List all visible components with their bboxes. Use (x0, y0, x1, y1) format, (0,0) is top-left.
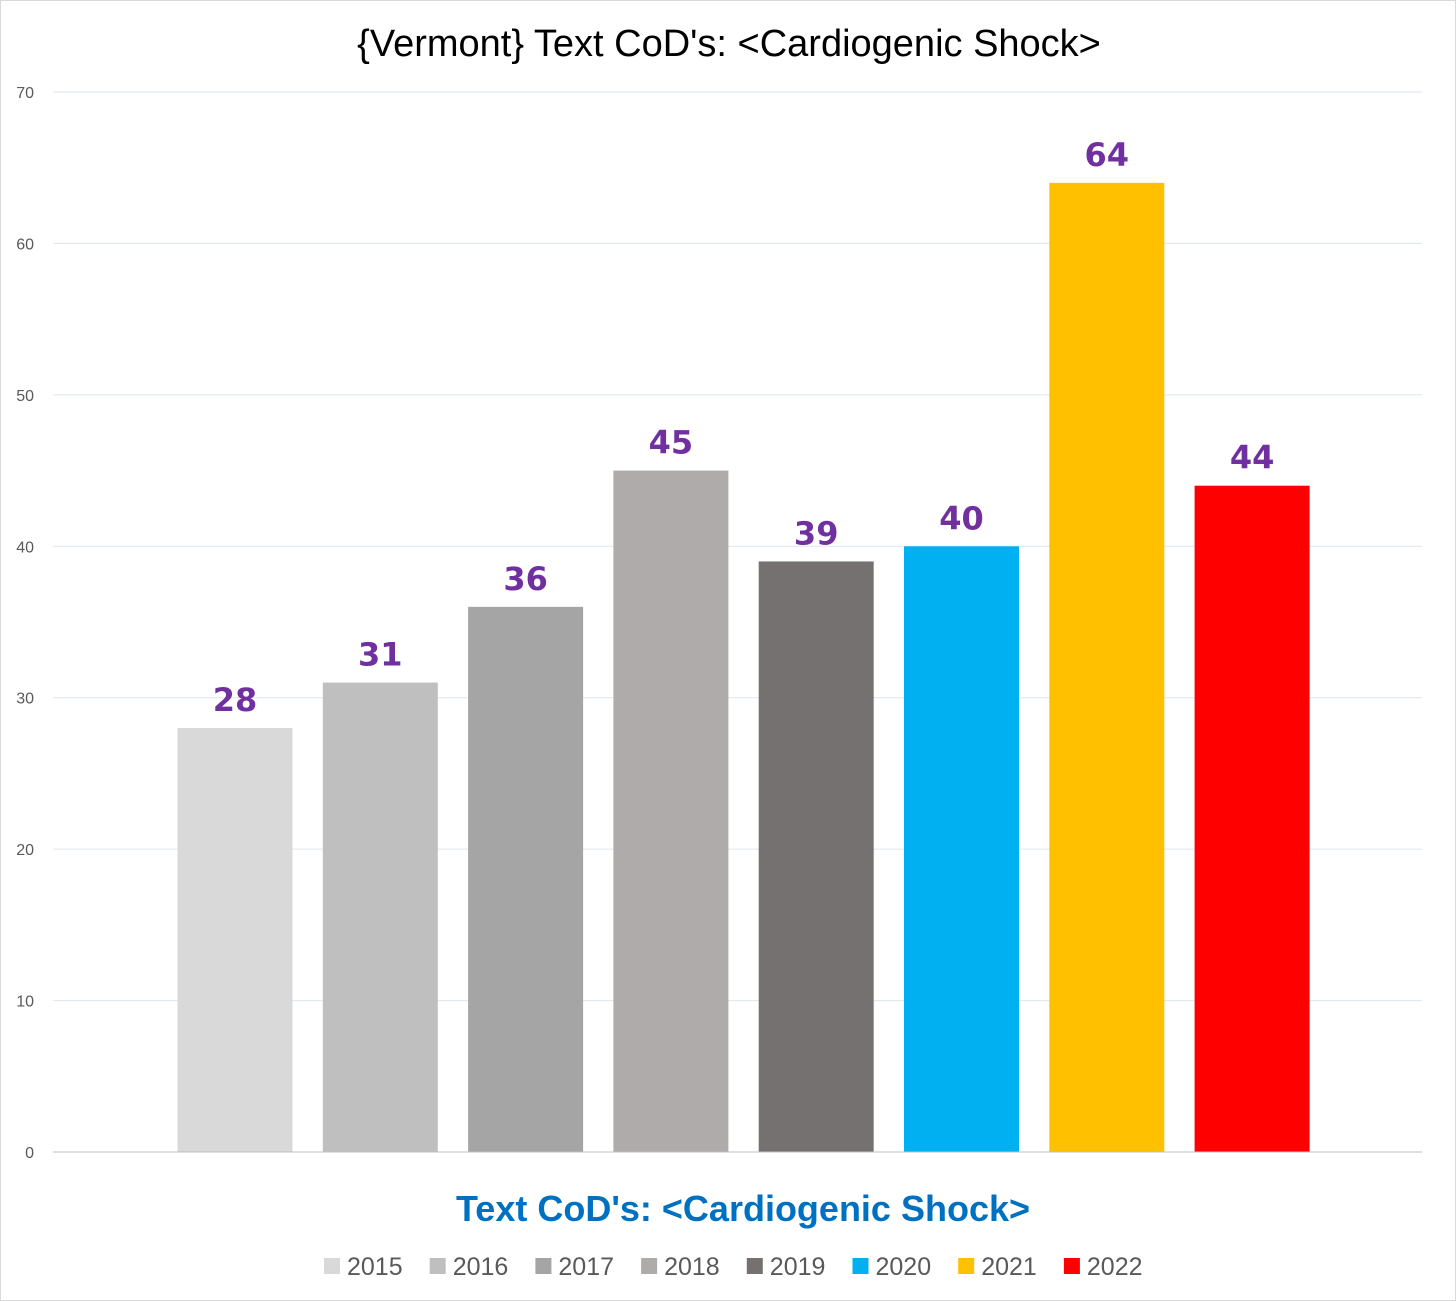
data-label-2018: 45 (649, 424, 694, 462)
y-tick-label: 40 (16, 539, 34, 556)
y-tick-label: 70 (16, 85, 34, 102)
data-labels: 28 31 36 45 39 40 64 44 (213, 136, 1275, 719)
legend-swatch-2019 (746, 1258, 763, 1274)
legend-label-2022: 2022 (1087, 1253, 1143, 1281)
legend-label-2015: 2015 (347, 1253, 403, 1281)
legend-swatch-2020 (852, 1258, 869, 1274)
data-label-2017: 36 (503, 560, 548, 598)
legend-label-2016: 2016 (453, 1253, 509, 1281)
data-label-2020: 40 (939, 499, 984, 537)
data-label-2022: 44 (1230, 439, 1275, 477)
bar-2017 (468, 606, 584, 1152)
data-label-2021: 64 (1085, 136, 1130, 174)
bar-2021 (1049, 182, 1165, 1152)
y-tick-label: 20 (16, 842, 34, 859)
y-tick-label: 10 (16, 994, 34, 1011)
bar-2020 (904, 546, 1019, 1152)
y-axis-ticks: 0 10 20 30 40 50 60 70 (16, 85, 34, 1162)
legend-swatch-2022 (1063, 1258, 1080, 1274)
y-tick-label: 60 (16, 236, 34, 253)
legend-label-2021: 2021 (981, 1253, 1037, 1281)
bar-2016 (322, 682, 438, 1152)
legend-label-2018: 2018 (664, 1253, 720, 1281)
legend-swatch-2017 (535, 1258, 552, 1274)
data-label-2016: 31 (358, 636, 403, 674)
data-label-2015: 28 (213, 681, 258, 719)
bar-2022 (1194, 485, 1310, 1152)
data-label-2019: 39 (794, 514, 839, 552)
x-axis-label: Text CoD's: <Cardiogenic Shock> (456, 1188, 1030, 1229)
y-tick-label: 0 (25, 1145, 34, 1162)
legend-swatch-2015 (324, 1258, 340, 1274)
legend-label-2017: 2017 (558, 1253, 614, 1281)
legend-swatch-2018 (641, 1258, 658, 1274)
bars (177, 182, 1310, 1153)
legend: 2015 2016 2017 2018 2019 2020 2021 2022 (324, 1253, 1143, 1281)
bar-2018 (613, 470, 729, 1153)
y-tick-label: 30 (16, 691, 34, 708)
chart-title: {Vermont} Text CoD's: <Cardiogenic Shock… (357, 23, 1101, 65)
legend-label-2019: 2019 (770, 1253, 826, 1281)
bar-2015 (177, 728, 293, 1152)
bar-2019 (758, 561, 874, 1152)
legend-swatch-2016 (429, 1258, 446, 1274)
y-tick-label: 50 (16, 388, 34, 405)
legend-swatch-2021 (958, 1258, 975, 1274)
legend-label-2020: 2020 (876, 1253, 932, 1281)
